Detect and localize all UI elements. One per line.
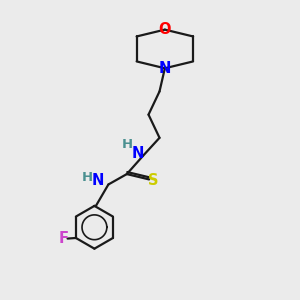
Text: O: O [159,22,171,37]
Text: N: N [159,61,171,76]
Text: N: N [132,146,144,161]
Text: F: F [58,231,68,246]
Text: H: H [81,171,93,184]
Text: N: N [92,173,104,188]
Text: S: S [148,173,159,188]
Text: H: H [122,138,133,151]
